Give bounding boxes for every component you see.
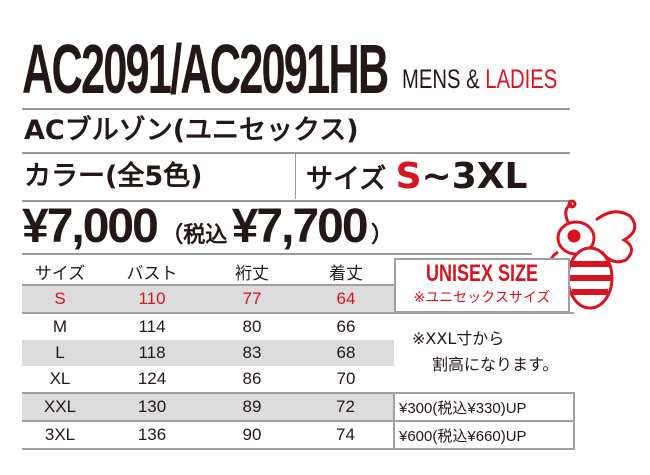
cell: 83	[206, 340, 298, 366]
model-number: AC2091/AC2091HB	[22, 30, 389, 108]
note-line: ※XXL寸から	[412, 329, 505, 348]
cell: 114	[138, 317, 166, 336]
cell: 3XL	[22, 420, 98, 450]
cell: 68	[298, 340, 394, 366]
base-price: ¥7,000	[22, 200, 159, 253]
note-line: 割高になります。	[432, 355, 559, 374]
table-row: 3XL 136 90 74 ¥600(税込¥660)UP	[22, 420, 575, 450]
table-row: M 114 80 66	[22, 313, 574, 340]
cell: XXL	[22, 392, 98, 422]
3xl-surcharge: ¥600(税込¥660)UP	[393, 420, 575, 450]
cell: 74	[298, 420, 394, 450]
header-sleeve: 裄丈	[235, 263, 269, 283]
cell: 130	[98, 392, 206, 422]
size-table: サイズ バスト 裄丈 着丈 S 110 77 64 M 114 80 66 L 118 83 68…	[22, 258, 575, 450]
unisex-size-box: UNISEX SIZE ※ユニセックスサイズ	[394, 258, 570, 313]
cell: 136	[98, 420, 206, 450]
cell: 70	[336, 369, 356, 388]
tax-label: （税込	[161, 222, 228, 247]
header-size: サイズ	[34, 263, 86, 283]
header-length: 着丈	[329, 263, 363, 283]
divider	[295, 154, 296, 199]
cell: 89	[206, 392, 298, 422]
cell: 64	[298, 284, 394, 314]
size-label: サイズ	[306, 164, 387, 195]
cell: M	[52, 317, 68, 336]
cell: 90	[206, 420, 298, 450]
unisex-subtitle: ※ユニセックスサイズ	[413, 290, 551, 306]
cell: 72	[298, 392, 394, 422]
divider	[22, 253, 532, 255]
table-row: L 118 83 68	[22, 340, 574, 366]
header-bust: バスト	[126, 263, 178, 283]
price: ¥7,000 （税込 ¥7,700 ）	[22, 203, 393, 251]
cell: 124	[137, 369, 167, 388]
cell: 110	[98, 284, 206, 314]
tax-price: ¥7,700	[231, 200, 369, 253]
divider	[22, 108, 570, 110]
size-range: サイズ S~3XL	[306, 157, 527, 200]
cell: 80	[242, 317, 262, 336]
cell: 77	[206, 284, 298, 314]
table-header: サイズ バスト 裄丈 着丈	[22, 258, 574, 285]
cell: 66	[336, 317, 356, 336]
cell: L	[22, 340, 98, 366]
size-start: S	[395, 156, 422, 197]
product-name: ACブルゾン(ユニセックス)	[24, 115, 359, 146]
mens-label: MENS &	[402, 64, 480, 94]
table-row: XL 124 86 70	[22, 366, 574, 393]
surcharge-note: ※XXL寸から 割高になります。	[412, 326, 558, 378]
xxl-surcharge: ¥300(税込¥330)UP	[393, 392, 575, 422]
table-row: XXL 130 89 72 ¥300(税込¥330)UP	[22, 392, 575, 422]
divider	[22, 200, 570, 202]
gender-label: MENS & LADIES	[402, 64, 557, 94]
tax-close: ）	[371, 222, 394, 247]
cell: S	[22, 284, 98, 314]
cell: 86	[242, 369, 262, 388]
ladies-label: LADIES	[485, 64, 558, 94]
divider	[22, 152, 570, 154]
bee-mascot-icon	[548, 199, 637, 310]
cell: XL	[49, 369, 71, 388]
color-count: カラー(全5色)	[24, 161, 203, 192]
size-end: ~3XL	[421, 156, 528, 197]
unisex-title: UNISEX SIZE	[425, 260, 539, 287]
cell: 118	[98, 340, 206, 366]
